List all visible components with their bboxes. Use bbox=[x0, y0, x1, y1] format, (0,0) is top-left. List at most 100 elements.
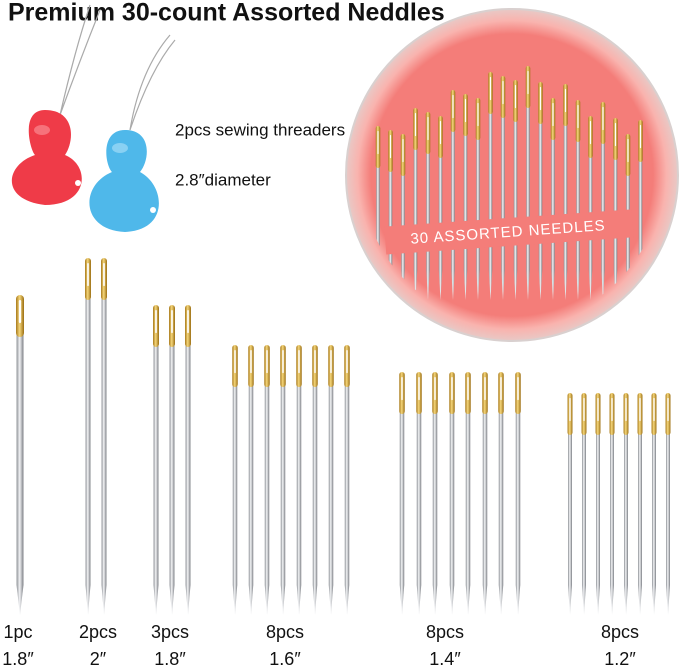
needle bbox=[500, 76, 506, 300]
needle-eye-hole bbox=[489, 77, 492, 101]
needle-eye-hole bbox=[597, 398, 599, 422]
group-length: 1.8″ bbox=[2, 649, 34, 669]
needle-eye-hole bbox=[467, 377, 469, 401]
needle-eye-hole bbox=[266, 350, 268, 374]
needle-eye-hole bbox=[402, 139, 404, 163]
group-count: 8pcs bbox=[426, 622, 464, 642]
group-count: 8pcs bbox=[601, 622, 639, 642]
needle bbox=[463, 94, 468, 300]
needle-eye-hole bbox=[667, 398, 669, 422]
needle-eye-hole bbox=[298, 350, 300, 374]
needle-eye-hole bbox=[602, 107, 604, 131]
needle-shaft bbox=[498, 410, 504, 615]
needle-eye-hole bbox=[434, 377, 436, 401]
needle-shaft bbox=[85, 296, 91, 615]
needle bbox=[169, 305, 175, 615]
needle-eye-hole bbox=[171, 310, 173, 334]
needle-eye-hole bbox=[627, 139, 629, 163]
needle-case: 30 ASSORTED NEEDLES bbox=[345, 8, 679, 342]
needle bbox=[651, 393, 657, 615]
needle-eye-hole bbox=[589, 121, 592, 145]
needle bbox=[264, 345, 270, 615]
needle-shaft bbox=[463, 132, 468, 300]
needle bbox=[575, 100, 581, 300]
needle bbox=[312, 345, 318, 615]
needle bbox=[450, 90, 456, 300]
needle bbox=[538, 82, 543, 300]
needle bbox=[609, 393, 615, 615]
needle-shaft bbox=[482, 410, 488, 615]
needle bbox=[525, 66, 531, 300]
needle-eye-hole bbox=[577, 105, 579, 129]
needle bbox=[600, 102, 606, 300]
needle-shaft bbox=[399, 410, 405, 615]
needle-shaft bbox=[465, 410, 471, 615]
needle-shaft bbox=[328, 383, 334, 615]
needle-eye-hole bbox=[187, 310, 189, 334]
needle bbox=[581, 393, 587, 615]
needle-shaft bbox=[449, 410, 455, 615]
needle bbox=[563, 84, 568, 300]
needle bbox=[550, 98, 556, 300]
needle-shaft bbox=[413, 146, 418, 300]
needle-shaft bbox=[526, 104, 530, 300]
needle-eye-hole bbox=[484, 377, 486, 401]
needle-shaft bbox=[312, 383, 318, 615]
needle-shaft bbox=[513, 118, 518, 300]
needle bbox=[280, 345, 286, 615]
needle bbox=[465, 372, 471, 615]
needle-eye-hole bbox=[611, 398, 613, 422]
needle-eye-hole bbox=[625, 398, 627, 422]
needle-shaft bbox=[563, 122, 568, 300]
needle-eye-hole bbox=[418, 377, 420, 401]
needle-shaft bbox=[515, 410, 521, 615]
needle-eye-hole bbox=[18, 300, 22, 324]
needle-shaft bbox=[264, 383, 270, 615]
needle-eye-hole bbox=[477, 103, 479, 127]
needle-shaft bbox=[416, 410, 422, 615]
needle-shaft bbox=[451, 128, 455, 300]
needle bbox=[515, 372, 521, 615]
needle-shaft bbox=[624, 431, 628, 615]
needle-shaft bbox=[488, 110, 493, 300]
needle bbox=[399, 372, 405, 615]
needle-eye-hole bbox=[564, 89, 567, 113]
needle-eye-hole bbox=[389, 135, 392, 159]
group-count: 2pcs bbox=[79, 622, 117, 642]
needle bbox=[475, 98, 481, 300]
needle-eye-hole bbox=[500, 377, 502, 401]
needle bbox=[588, 116, 593, 300]
needle-shaft bbox=[153, 343, 159, 615]
needle bbox=[567, 393, 573, 615]
needle-eye-hole bbox=[464, 99, 467, 123]
title: Premium 30-count Assorted Neddles bbox=[8, 0, 445, 27]
needle-groups bbox=[16, 258, 671, 615]
needle-eye-hole bbox=[583, 398, 585, 422]
needle-eye-hole bbox=[614, 123, 617, 147]
needle bbox=[296, 345, 302, 615]
needle-shaft bbox=[248, 383, 254, 615]
needle-shaft bbox=[568, 431, 572, 615]
group-length: 1.8″ bbox=[154, 649, 186, 669]
needle-shaft bbox=[376, 164, 380, 300]
needle bbox=[248, 345, 254, 615]
needle bbox=[101, 258, 107, 615]
needle-eye-hole bbox=[639, 125, 642, 149]
needle-shaft bbox=[101, 296, 107, 615]
needle bbox=[637, 393, 643, 615]
needle-shaft bbox=[652, 431, 656, 615]
needle-eye-hole bbox=[401, 377, 403, 401]
needle-shaft bbox=[476, 136, 480, 300]
needle-eye-hole bbox=[452, 95, 454, 119]
needle bbox=[85, 258, 91, 615]
needle-eye-hole bbox=[439, 121, 442, 145]
needle-eye-hole bbox=[539, 87, 542, 111]
needle bbox=[482, 372, 488, 615]
needle bbox=[328, 345, 334, 615]
needle-shaft bbox=[666, 431, 670, 615]
needle-shaft bbox=[232, 383, 238, 615]
needle bbox=[16, 295, 24, 615]
needle-shaft bbox=[185, 343, 191, 615]
needle-eye-hole bbox=[330, 350, 332, 374]
